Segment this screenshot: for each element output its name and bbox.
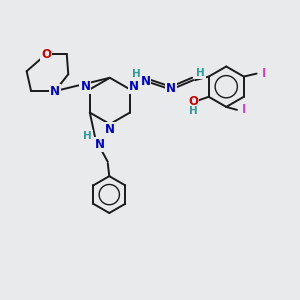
Text: I: I xyxy=(262,67,266,80)
Text: N: N xyxy=(50,85,60,98)
Text: N: N xyxy=(105,123,115,136)
Text: H: H xyxy=(83,131,92,141)
Text: O: O xyxy=(41,48,51,61)
Text: N: N xyxy=(140,75,150,88)
Text: O: O xyxy=(188,95,198,108)
Text: H: H xyxy=(189,106,198,116)
Text: I: I xyxy=(242,103,246,116)
Text: N: N xyxy=(95,138,105,151)
Text: N: N xyxy=(80,80,90,93)
Text: N: N xyxy=(166,82,176,95)
Text: H: H xyxy=(196,68,205,78)
Text: N: N xyxy=(129,80,140,93)
Text: H: H xyxy=(132,69,141,79)
